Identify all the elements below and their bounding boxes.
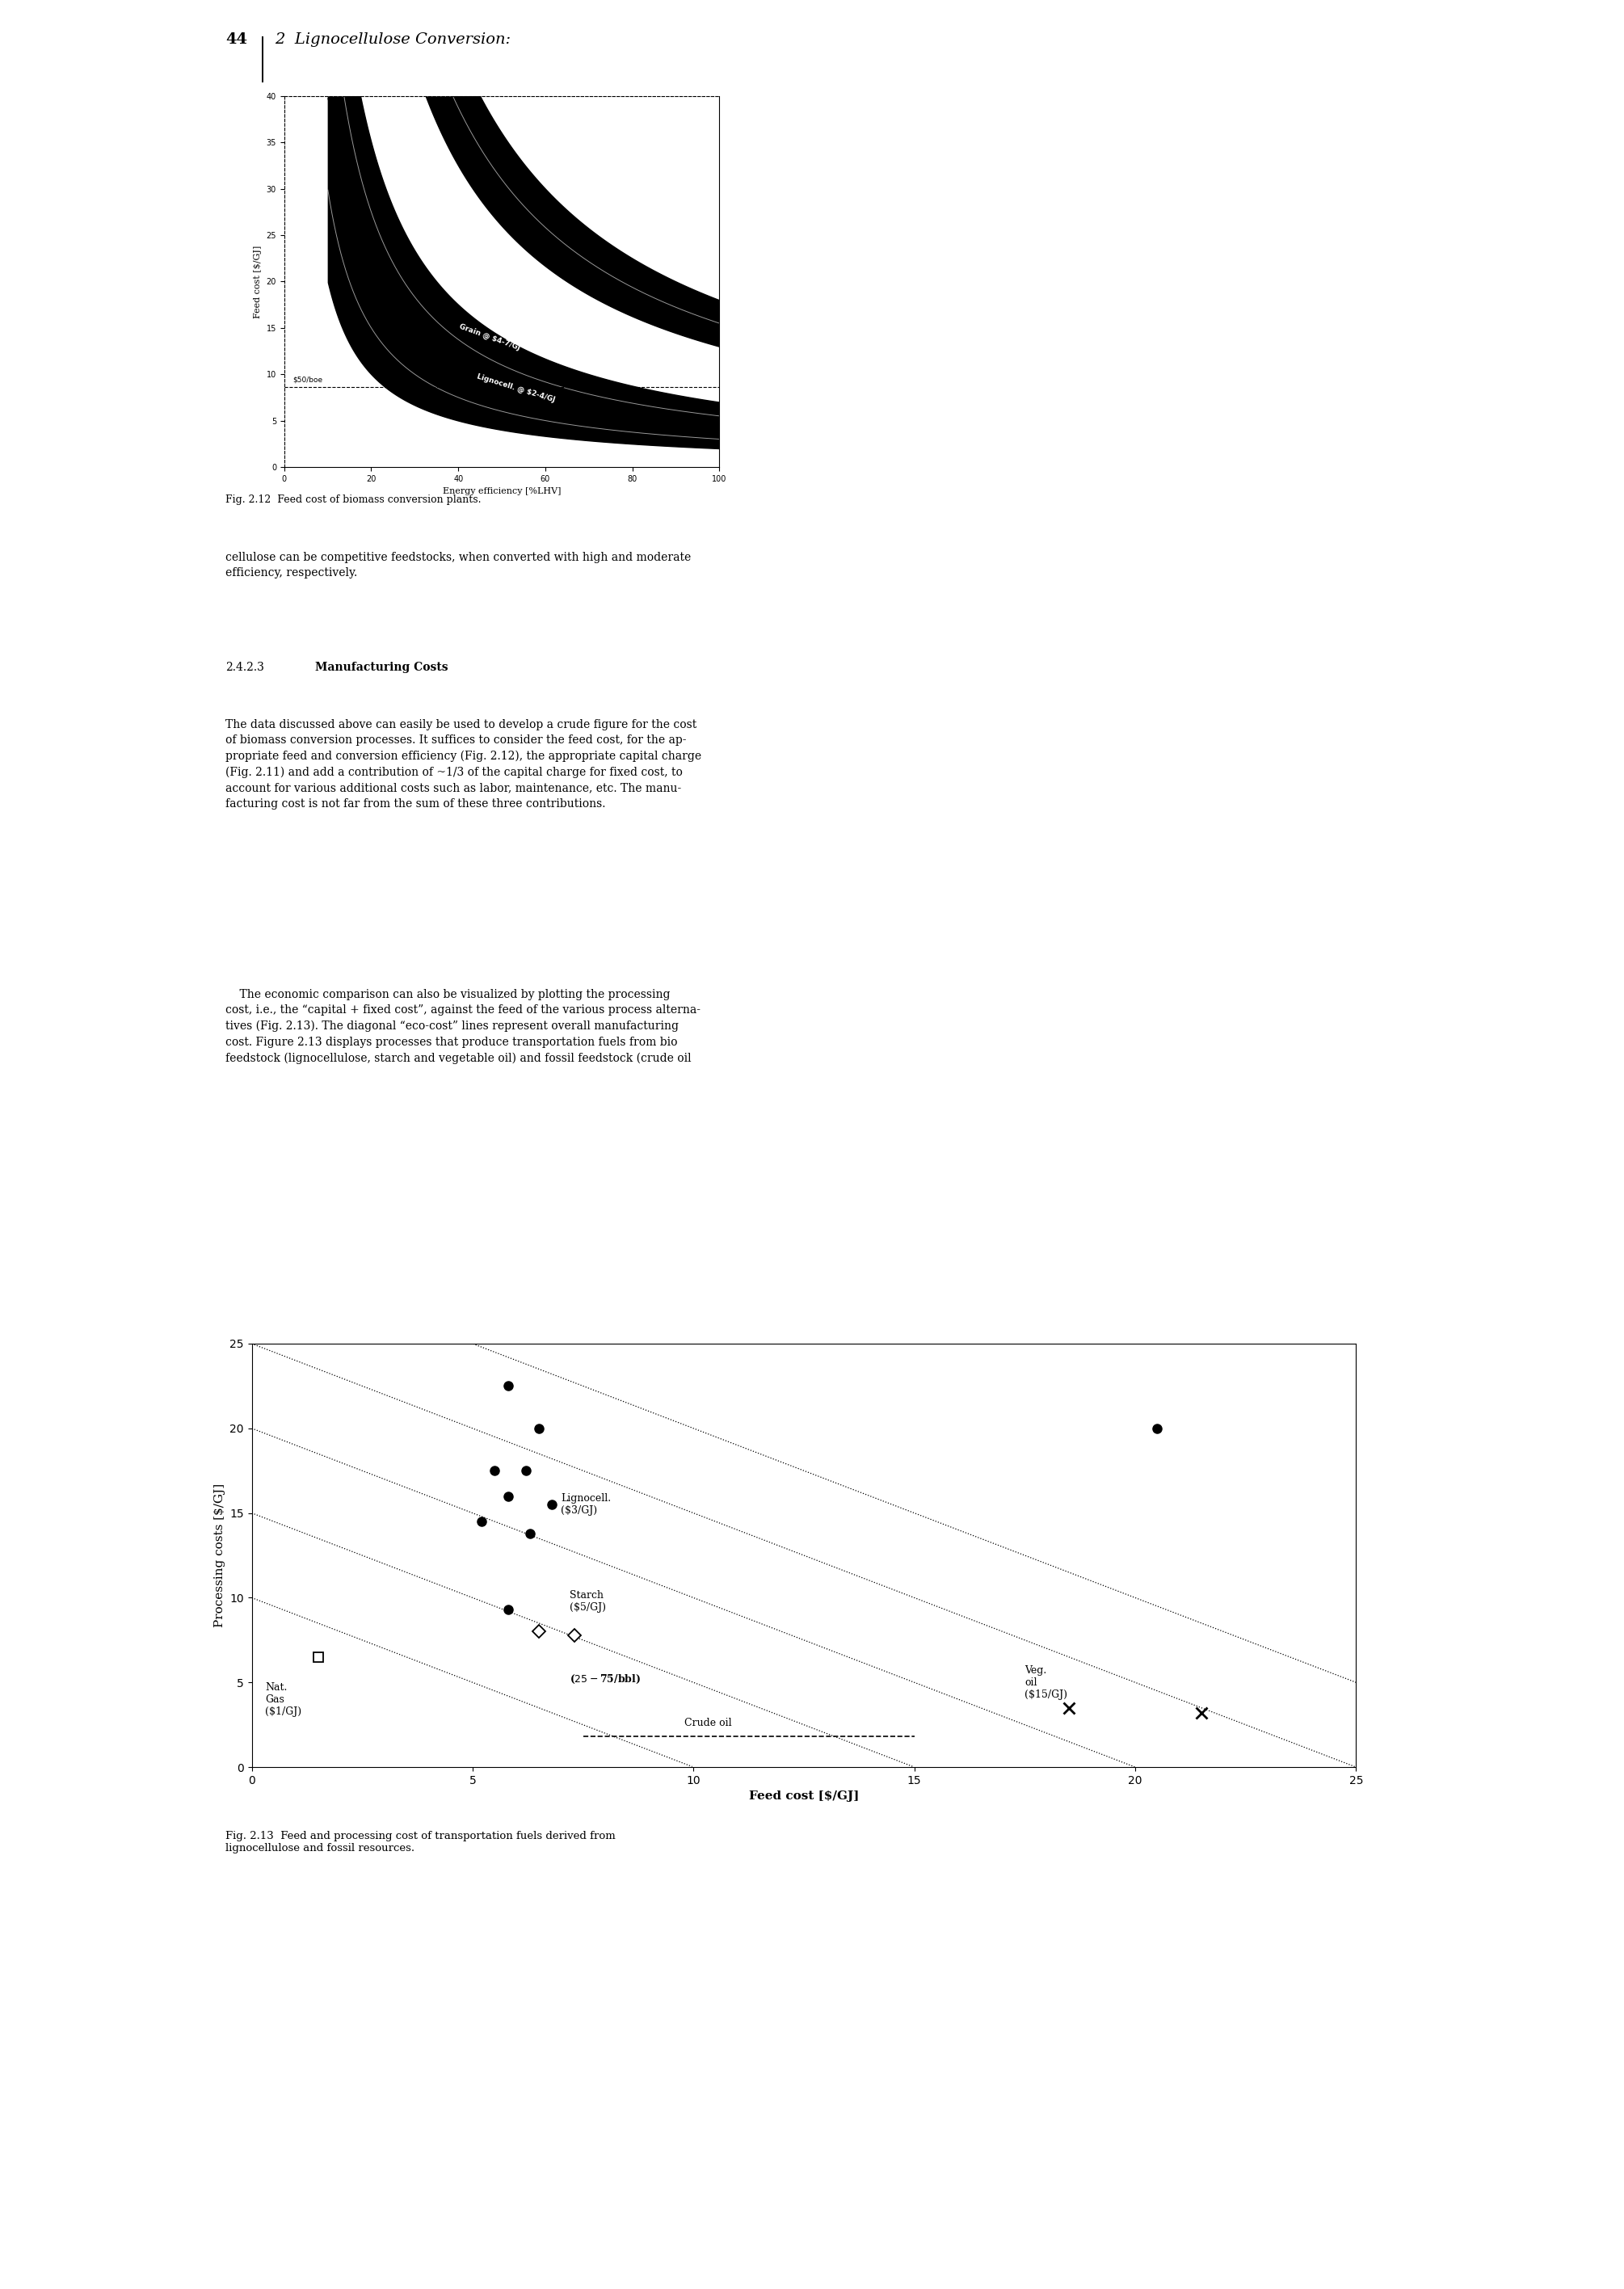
Text: Fig. 2.12  Feed cost of biomass conversion plants.: Fig. 2.12 Feed cost of biomass conversio…: [226, 494, 481, 506]
Text: Fig. 2.13  Feed and processing cost of transportation fuels derived from
lignoce: Fig. 2.13 Feed and processing cost of tr…: [226, 1831, 615, 1854]
Text: 2  Lignocellulose Conversion:: 2 Lignocellulose Conversion:: [274, 32, 510, 46]
Text: The economic comparison can also be visualized by plotting the processing
cost, : The economic comparison can also be visu…: [226, 989, 702, 1064]
Text: Veg. oil @ $13-18/GJ: Veg. oil @ $13-18/GJ: [580, 327, 661, 357]
Text: $50/boe: $50/boe: [292, 375, 323, 385]
Text: 2.4.2.3: 2.4.2.3: [226, 662, 265, 673]
Text: Manufacturing Costs: Manufacturing Costs: [315, 662, 448, 673]
Text: Lignocell.
($3/GJ): Lignocell. ($3/GJ): [560, 1492, 611, 1515]
Text: Lignocell. @ $2-4/GJ: Lignocell. @ $2-4/GJ: [476, 373, 555, 403]
Text: Nat.
Gas
($1/GJ): Nat. Gas ($1/GJ): [265, 1682, 302, 1717]
Text: Grain @ $4-7/GJ: Grain @ $4-7/GJ: [458, 323, 521, 353]
X-axis label: Energy efficiency [%LHV]: Energy efficiency [%LHV]: [443, 488, 560, 494]
Y-axis label: Processing costs [$/GJ]: Processing costs [$/GJ]: [214, 1483, 226, 1627]
Y-axis label: Feed cost [$/GJ]: Feed cost [$/GJ]: [253, 245, 261, 318]
Text: Starch
($5/GJ): Starch ($5/GJ): [570, 1591, 606, 1611]
Text: Crude oil: Crude oil: [685, 1717, 732, 1728]
Text: cellulose can be competitive feedstocks, when converted with high and moderate
e: cellulose can be competitive feedstocks,…: [226, 552, 692, 579]
X-axis label: Feed cost [$/GJ]: Feed cost [$/GJ]: [749, 1790, 859, 1801]
Text: Veg.
oil
($15/GJ): Veg. oil ($15/GJ): [1025, 1664, 1067, 1701]
Text: ($25-$75/bbl): ($25-$75/bbl): [570, 1673, 641, 1685]
Text: The data discussed above can easily be used to develop a crude figure for the co: The data discussed above can easily be u…: [226, 719, 702, 810]
Text: 44: 44: [226, 32, 247, 46]
